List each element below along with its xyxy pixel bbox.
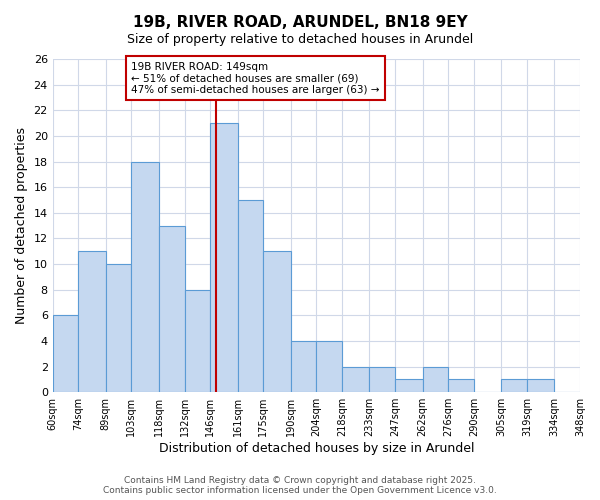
Bar <box>527 380 554 392</box>
Text: Contains public sector information licensed under the Open Government Licence v3: Contains public sector information licen… <box>103 486 497 495</box>
Text: Contains HM Land Registry data © Crown copyright and database right 2025.: Contains HM Land Registry data © Crown c… <box>124 476 476 485</box>
Bar <box>210 123 238 392</box>
Bar <box>106 264 131 392</box>
Bar <box>501 380 527 392</box>
Bar <box>131 162 159 392</box>
Bar <box>53 316 79 392</box>
Bar <box>370 366 395 392</box>
Y-axis label: Number of detached properties: Number of detached properties <box>15 127 28 324</box>
Bar <box>185 290 210 392</box>
Bar <box>290 341 316 392</box>
Bar <box>342 366 370 392</box>
Text: 19B RIVER ROAD: 149sqm
← 51% of detached houses are smaller (69)
47% of semi-det: 19B RIVER ROAD: 149sqm ← 51% of detached… <box>131 62 380 95</box>
Bar <box>79 251 106 392</box>
X-axis label: Distribution of detached houses by size in Arundel: Distribution of detached houses by size … <box>158 442 474 455</box>
Bar <box>263 251 290 392</box>
Text: 19B, RIVER ROAD, ARUNDEL, BN18 9EY: 19B, RIVER ROAD, ARUNDEL, BN18 9EY <box>133 15 467 30</box>
Bar <box>395 380 422 392</box>
Bar <box>159 226 185 392</box>
Text: Size of property relative to detached houses in Arundel: Size of property relative to detached ho… <box>127 32 473 46</box>
Bar <box>316 341 342 392</box>
Bar <box>238 200 263 392</box>
Bar <box>448 380 474 392</box>
Bar <box>422 366 448 392</box>
